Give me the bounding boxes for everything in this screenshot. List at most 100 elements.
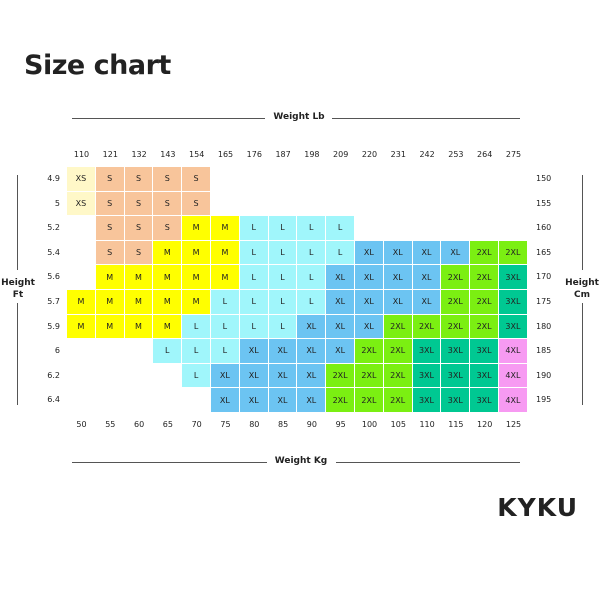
size-cell-xl: XL (383, 265, 412, 289)
right-axis-line-top (582, 175, 583, 270)
height-ft-tick: 6.4 (47, 395, 60, 405)
weight-lb-tick: 176 (246, 150, 262, 159)
size-cell-m: M (153, 265, 182, 289)
size-cell-l: L (211, 290, 239, 314)
height-ft-tick: 4.9 (47, 174, 60, 183)
bottom-axis-line-right (336, 462, 520, 463)
size-cell-xl: XL (441, 240, 470, 265)
height-cm-tick: 150 (536, 174, 552, 183)
size-cell-m: M (182, 240, 210, 265)
right-axis-line-bottom (582, 303, 583, 405)
height-ft-tick: 5.9 (47, 321, 60, 331)
height-ft-tick: 5.4 (47, 247, 60, 257)
size-cell-l: L (211, 314, 239, 339)
size-cell-l: L (211, 339, 239, 363)
size-cell-3xl: 3XL (470, 339, 498, 363)
size-cell-l: L (297, 290, 326, 314)
size-cell-3xl: 3XL (412, 388, 441, 412)
size-cell-l: L (239, 314, 268, 339)
weight-kg-tick: 110 (419, 420, 435, 429)
size-cell-3xl: 3XL (470, 388, 498, 412)
size-cell-xl: XL (297, 339, 326, 363)
size-cell-2xl: 2XL (412, 314, 441, 339)
weight-lb-tick: 198 (304, 150, 320, 159)
size-cell-xl: XL (355, 240, 383, 265)
size-cell-xl: XL (326, 339, 354, 363)
size-cell-4xl: 4XL (499, 339, 527, 363)
size-cell-s: S (124, 191, 153, 216)
left-axis-line-bottom (17, 303, 18, 405)
height-cm-tick: 165 (536, 247, 552, 257)
size-cell-xl: XL (239, 363, 268, 388)
size-cell-3xl: 3XL (470, 363, 498, 388)
weight-kg-tick: 55 (105, 420, 116, 429)
size-cell-xl: XL (355, 314, 383, 339)
weight-lb-tick: 110 (73, 150, 90, 159)
weight-kg-tick: 100 (361, 420, 378, 429)
height-ft-tick: 5.7 (47, 297, 60, 306)
weight-lb-tick: 264 (477, 150, 493, 159)
size-cell-m: M (95, 314, 124, 339)
size-cell-l: L (239, 240, 268, 265)
size-cell-s: S (153, 167, 182, 191)
weight-lb-label: Weight Lb (273, 112, 325, 122)
weight-kg-tick: 125 (505, 420, 522, 429)
weight-lb-tick: 242 (419, 150, 435, 159)
weight-kg-tick: 95 (335, 420, 346, 429)
size-cell-xl: XL (412, 265, 441, 289)
size-cell-3xl: 3XL (441, 388, 470, 412)
weight-kg-tick: 75 (220, 420, 231, 429)
size-cell-2xl: 2XL (441, 290, 470, 314)
size-cell-3xl: 3XL (441, 363, 470, 388)
size-cell-l: L (297, 216, 326, 240)
size-cell-m: M (211, 240, 239, 265)
size-cell-l: L (182, 363, 210, 388)
size-cell-m: M (153, 290, 182, 314)
size-cell-m: M (67, 314, 95, 339)
size-cell-m: M (95, 265, 124, 289)
size-cell-l: L (268, 290, 297, 314)
size-cell-3xl: 3XL (499, 314, 527, 339)
size-cell-2xl: 2XL (441, 265, 470, 289)
height-cm-label-line2: Cm (574, 290, 590, 300)
weight-lb-tick: 132 (131, 150, 147, 159)
height-ft-tick: 5 (54, 198, 60, 208)
size-cell-xl: XL (326, 314, 354, 339)
size-cell-m: M (211, 216, 239, 240)
size-cell-4xl: 4XL (499, 388, 527, 412)
height-cm-tick: 190 (536, 370, 552, 380)
weight-lb-tick: 253 (448, 150, 464, 159)
top-axis-line-right (332, 118, 520, 119)
size-cell-s: S (95, 167, 124, 191)
size-cell-xl: XL (211, 388, 239, 412)
size-cell-2xl: 2XL (470, 265, 498, 289)
size-cell-2xl: 2XL (383, 388, 412, 412)
size-cell-xl: XL (239, 339, 268, 363)
size-cell-2xl: 2XL (470, 290, 498, 314)
size-cell-s: S (153, 191, 182, 216)
left-axis-line-top (17, 175, 18, 270)
weight-kg-tick: 70 (191, 420, 202, 429)
size-cell-2xl: 2XL (326, 388, 354, 412)
size-cell-m: M (95, 290, 124, 314)
size-cell-xl: XL (297, 363, 326, 388)
weight-lb-tick: 143 (160, 150, 176, 159)
size-cell-2xl: 2XL (383, 314, 412, 339)
size-cell-s: S (124, 167, 153, 191)
size-cell-s: S (124, 240, 153, 265)
weight-lb-tick: 121 (102, 150, 118, 159)
size-cell-2xl: 2XL (470, 240, 498, 265)
size-cell-s: S (124, 216, 153, 240)
size-cell-m: M (182, 290, 210, 314)
size-cell-m: M (124, 290, 153, 314)
size-cell-3xl: 3XL (412, 363, 441, 388)
size-cell-xl: XL (268, 339, 297, 363)
size-cell-3xl: 3XL (499, 265, 527, 289)
size-cell-s: S (95, 240, 124, 265)
size-cell-xl: XL (297, 314, 326, 339)
size-cell-xl: XL (326, 290, 354, 314)
height-ft-tick: 5.6 (47, 272, 60, 282)
size-cell-m: M (153, 314, 182, 339)
bottom-axis-line-left (72, 462, 267, 463)
size-cell-l: L (268, 216, 297, 240)
